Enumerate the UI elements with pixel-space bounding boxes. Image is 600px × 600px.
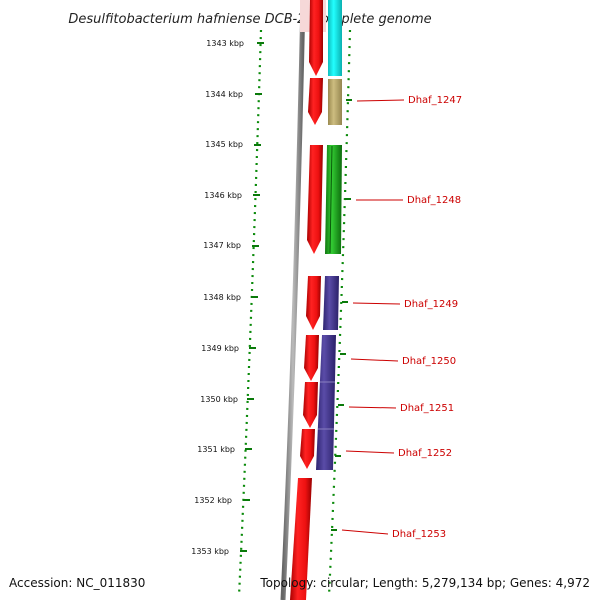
gene-label: Dhaf_1249 (404, 299, 458, 310)
kbp-label: 1347 kbp (203, 241, 241, 250)
forward-cds-arrow (304, 335, 319, 381)
cyan-feature-block (328, 0, 342, 76)
map-title: Desulfitobacterium hafniense DCB-2, comp… (68, 12, 431, 27)
forward-cds-arrow (307, 145, 323, 254)
forward-cds-arrow (309, 0, 323, 76)
gene-label: Dhaf_1253 (392, 529, 446, 540)
gene-labels: Dhaf_1247 Dhaf_1248 Dhaf_1249 Dhaf_1250 … (331, 95, 462, 540)
gene-label: Dhaf_1248 (407, 195, 461, 206)
kbp-label: 1346 kbp (204, 191, 242, 200)
forward-cds-arrow (306, 276, 321, 330)
kbp-label: 1348 kbp (203, 293, 241, 302)
kbp-label: 1351 kbp (197, 445, 235, 454)
gene-leader-line (348, 406, 397, 409)
kbp-label: 1345 kbp (205, 140, 243, 149)
gene-label: Dhaf_1252 (398, 448, 452, 459)
kbp-label: 1344 kbp (205, 90, 243, 99)
gene-label: Dhaf_1251 (400, 403, 454, 414)
ruler-track (237, 29, 263, 597)
kbp-label: 1350 kbp (200, 395, 238, 404)
kbp-label: 1349 kbp (201, 344, 239, 353)
purple-feature-block (323, 276, 339, 330)
inner-dotted-track (327, 29, 352, 597)
genome-backbone (280, 0, 306, 600)
purple-feature-block (316, 335, 336, 470)
genome-info-text: Topology: circular; Length: 5,279,134 bp… (259, 576, 590, 590)
forward-cds-arrow (290, 478, 312, 600)
gene-label: Dhaf_1247 (408, 95, 462, 106)
feature-track (316, 0, 342, 470)
forward-cds-arrow (303, 382, 318, 428)
forward-cds-arrow (300, 429, 315, 469)
green-feature-block (325, 145, 342, 254)
forward-cds-arrow (308, 78, 323, 125)
gene-leader-line (350, 358, 399, 362)
kbp-scale: 1343 kbp 1344 kbp 1345 kbp 1346 kbp 1347… (191, 39, 264, 556)
gene-leader-line (352, 302, 401, 305)
forward-cds-track (290, 0, 326, 600)
gene-leader-line (345, 450, 395, 454)
kbp-label: 1353 kbp (191, 547, 229, 556)
kbp-label: 1343 kbp (206, 39, 244, 48)
gene-leader-line (356, 99, 405, 102)
gene-leader-line (341, 529, 389, 535)
gene-label: Dhaf_1250 (402, 356, 456, 367)
green-feature-stripe (329, 145, 333, 254)
khaki-feature-block (328, 79, 342, 125)
accession-text: Accession: NC_011830 (9, 576, 145, 590)
kbp-label: 1352 kbp (194, 496, 232, 505)
